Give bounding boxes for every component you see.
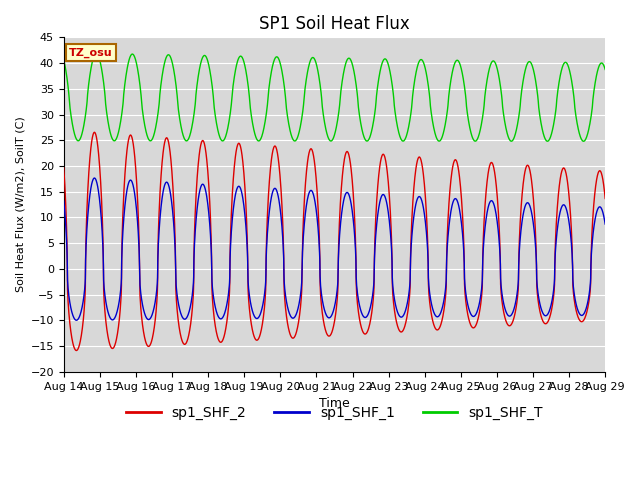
Text: TZ_osu: TZ_osu [69,48,113,58]
Y-axis label: Soil Heat Flux (W/m2), SoilT (C): Soil Heat Flux (W/m2), SoilT (C) [15,117,25,292]
X-axis label: Time: Time [319,397,350,410]
Legend: sp1_SHF_2, sp1_SHF_1, sp1_SHF_T: sp1_SHF_2, sp1_SHF_1, sp1_SHF_T [120,400,548,425]
Title: SP1 Soil Heat Flux: SP1 Soil Heat Flux [259,15,410,33]
